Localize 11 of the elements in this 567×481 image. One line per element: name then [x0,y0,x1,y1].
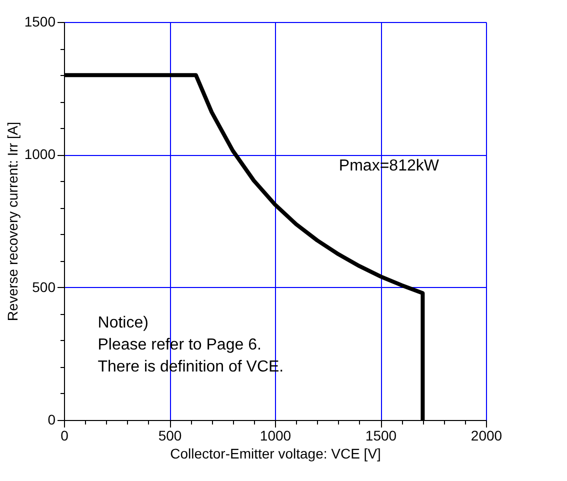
y-tick-label: 1000 [24,146,56,162]
x-axis-title: Collector-Emitter voltage: VCE [V] [170,446,381,462]
x-tick-label: 500 [158,428,182,444]
y-axis-title: Reverse recovery current: Irr [A] [4,122,20,322]
x-tick-label: 1500 [365,428,397,444]
y-tick-label: 0 [48,412,56,428]
x-tick-label: 1000 [260,428,292,444]
x-tick-label: 0 [60,428,69,444]
y-tick-label: 500 [32,278,56,295]
x-tick-label: 2000 [470,428,502,444]
y-tick-label: 1500 [24,14,56,30]
